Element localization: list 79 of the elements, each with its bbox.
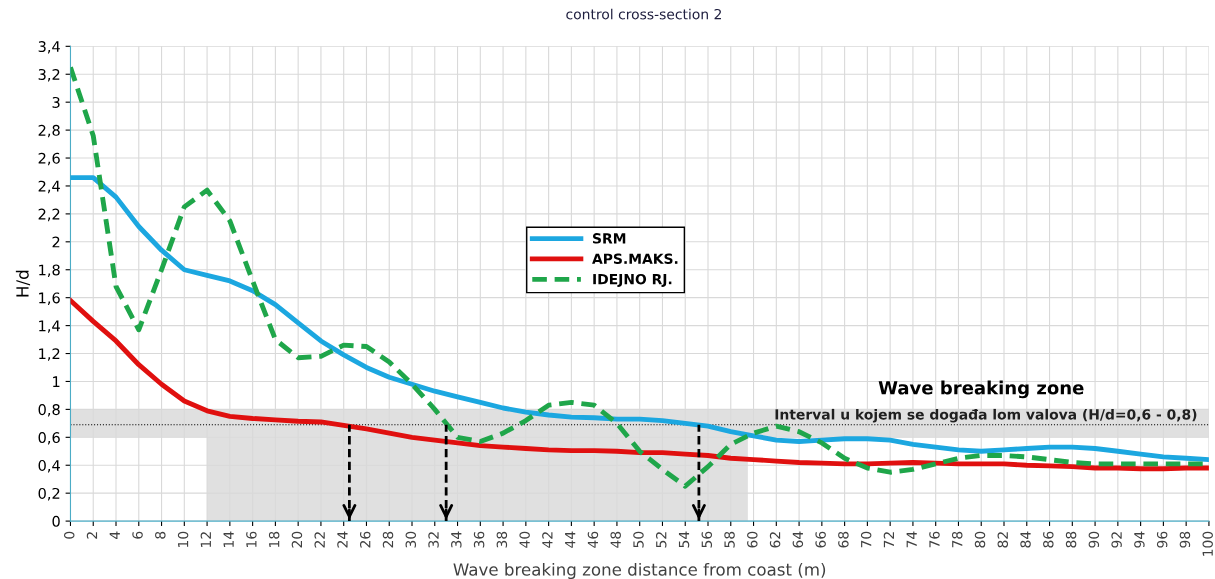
x-tick-label: 42 <box>542 532 553 548</box>
x-tick-label: 64 <box>792 531 804 548</box>
y-tick-label: 2,4 <box>38 180 60 194</box>
y-tick-label: 1,6 <box>39 292 60 305</box>
x-tick-label: 72 <box>883 532 894 548</box>
legend-label: SRM <box>592 233 626 244</box>
x-tick-label: 30 <box>405 531 417 548</box>
legend-label: IDEJNO RJ. <box>593 273 672 287</box>
y-tick-label: 0 <box>52 515 60 527</box>
x-tick-label: 54 <box>678 531 690 548</box>
x-tick-label: 22 <box>314 532 325 548</box>
y-tick-label: 0,6 <box>38 432 60 445</box>
x-tick-label: 50 <box>633 531 644 548</box>
x-tick-label: 12 <box>200 532 211 547</box>
line-series <box>70 175 1209 463</box>
y-tick-label: 2,8 <box>38 124 60 138</box>
x-tick-label: 66 <box>815 531 826 548</box>
x-tick-label: 94 <box>1134 531 1145 548</box>
x-tick-label: 28 <box>382 531 394 548</box>
x-tick-label: 16 <box>246 531 257 547</box>
x-tick-label: 8 <box>155 531 166 539</box>
x-tick-label: 44 <box>565 531 576 548</box>
x-tick-label: 36 <box>473 531 485 548</box>
y-tick-label: 1,2 <box>39 348 60 361</box>
x-tick-label: 78 <box>951 531 963 548</box>
y-tick-label: 2,2 <box>38 208 60 222</box>
x-tick-label: 60 <box>747 531 758 548</box>
x-tick-label: 96 <box>1156 531 1168 548</box>
x-tick-label: 26 <box>359 531 371 548</box>
x-tick-label: 34 <box>451 531 462 548</box>
x-tick-label: 48 <box>610 531 621 548</box>
x-tick-label: 10 <box>177 531 189 547</box>
y-tick-label: 0,4 <box>38 459 60 473</box>
y-tick-label: 3,2 <box>38 68 60 82</box>
legend-label: APS.MAKS. <box>592 253 678 264</box>
x-tick-label: 6 <box>132 531 143 539</box>
annotation: Wave breaking zone <box>878 380 1084 399</box>
x-tick-label: 82 <box>997 532 1009 548</box>
y-tick-label: 2 <box>52 236 60 248</box>
band-label: Interval u kojem se događa lom valova (H/d=0,6 - 0,8) <box>775 408 1197 423</box>
x-tick-label: 0 <box>63 531 75 539</box>
x-tick-label: 56 <box>701 531 713 548</box>
x-tick-label: 74 <box>906 531 917 548</box>
x-axis-title: Wave breaking zone distance from coast (m) <box>453 562 826 579</box>
x-tick-label: 2 <box>86 532 98 539</box>
y-tick-label: 3 <box>52 96 60 108</box>
x-tick-label: 92 <box>1111 532 1122 548</box>
x-tick-label: 68 <box>838 531 849 548</box>
y-tick-label: 3,4 <box>38 41 60 54</box>
x-tick-label: 38 <box>496 531 508 548</box>
x-tick-label: 100 <box>1202 531 1213 556</box>
x-tick-label: 24 <box>337 531 348 548</box>
y-axis-title: H/d <box>15 270 31 297</box>
x-tick-label: 84 <box>1020 531 1031 548</box>
y-tick-label: 1,4 <box>39 320 60 333</box>
x-tick-label: 4 <box>109 531 120 539</box>
x-tick-label: 98 <box>1179 531 1191 548</box>
x-tick-label: 80 <box>974 531 986 548</box>
y-tick-label: 1 <box>53 376 60 387</box>
y-tick-label: 0,2 <box>38 487 60 501</box>
x-tick-label: 90 <box>1088 531 1100 548</box>
x-tick-label: 18 <box>268 531 280 547</box>
x-tick-label: 32 <box>428 532 439 548</box>
x-tick-label: 62 <box>769 532 781 548</box>
x-tick-label: 70 <box>860 531 872 548</box>
y-tick-label: 1,8 <box>39 264 60 277</box>
x-tick-label: 88 <box>1065 531 1077 548</box>
y-tick-label: 0,8 <box>38 404 60 417</box>
x-tick-label: 20 <box>291 531 303 548</box>
x-tick-label: 46 <box>587 531 599 548</box>
x-tick-label: 14 <box>223 531 234 547</box>
line-series <box>70 298 1209 472</box>
x-tick-label: 40 <box>519 531 530 548</box>
x-tick-label: 52 <box>655 532 667 548</box>
x-tick-label: 58 <box>724 531 735 548</box>
x-tick-label: 76 <box>929 531 940 548</box>
y-tick-label: 2,6 <box>38 152 60 166</box>
x-tick-label: 86 <box>1043 531 1054 548</box>
chart-title: control cross-section 2 <box>566 8 721 20</box>
